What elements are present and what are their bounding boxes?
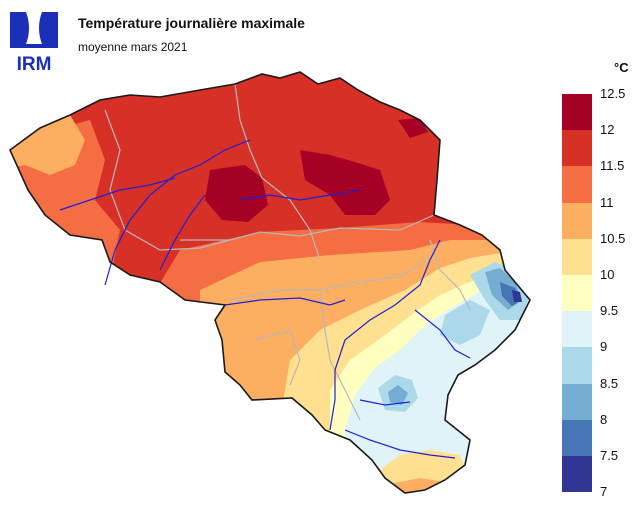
legend-swatch bbox=[562, 383, 592, 420]
temperature-field bbox=[10, 72, 530, 493]
river-meuse bbox=[329, 239, 441, 431]
legend-tick-label: 10.5 bbox=[600, 230, 626, 246]
province-line-3 bbox=[180, 214, 435, 241]
province-boundaries bbox=[104, 83, 471, 421]
zone-9-9.5-patch bbox=[440, 300, 490, 345]
legend-swatch bbox=[562, 130, 592, 167]
logo-mark bbox=[10, 12, 58, 48]
zone-7-7.5-east bbox=[512, 290, 522, 302]
province-line-2 bbox=[234, 83, 321, 261]
legend-swatch bbox=[562, 419, 592, 456]
rivers bbox=[59, 139, 471, 459]
irm-logo: IRM bbox=[10, 12, 58, 74]
zone-12-12.5-north bbox=[398, 118, 428, 138]
legend-tick-label: 11 bbox=[600, 194, 614, 210]
river-demer bbox=[239, 189, 361, 201]
legend-swatch bbox=[562, 274, 592, 312]
zone-12-12.5-brabant bbox=[205, 165, 268, 222]
legend-swatch bbox=[562, 238, 592, 275]
province-line-7 bbox=[254, 329, 301, 386]
river-sambre bbox=[224, 297, 346, 306]
zone-10.5-11-gaume bbox=[385, 478, 445, 493]
river-lesse bbox=[359, 399, 411, 406]
legend-tick-label: 8 bbox=[600, 411, 608, 427]
province-line-5 bbox=[319, 289, 361, 421]
legend-tick-label: 9.5 bbox=[600, 303, 619, 319]
legend-tick-label: 10 bbox=[600, 267, 615, 282]
legend-tick-label: 12 bbox=[600, 122, 615, 138]
legend-swatch bbox=[562, 202, 592, 239]
legend-swatch bbox=[562, 94, 592, 131]
belgium-border bbox=[9, 71, 531, 494]
legend-unit: °C bbox=[614, 60, 629, 75]
legend-tick-label: 8.5 bbox=[600, 375, 619, 391]
province-line-4 bbox=[229, 257, 431, 301]
zone-12-12.5-limburg bbox=[300, 150, 390, 215]
map-title: Température journalière maximale bbox=[78, 15, 305, 31]
legend-swatch bbox=[562, 166, 592, 203]
river-ourthe bbox=[414, 309, 471, 359]
legend-swatch bbox=[562, 455, 592, 493]
legend-tick-label: 11.5 bbox=[600, 158, 625, 174]
legend-swatch bbox=[562, 347, 592, 384]
legend-tick-label: 12.5 bbox=[600, 86, 626, 101]
zone-8-8.5-ardennes bbox=[388, 385, 408, 405]
color-legend bbox=[562, 94, 592, 493]
river-scheldt bbox=[104, 139, 251, 286]
legend-tick-label: 9 bbox=[600, 339, 608, 355]
zone-10.5-11-coast bbox=[10, 115, 85, 175]
legend-tick-label: 7 bbox=[600, 484, 608, 500]
logo-text: IRM bbox=[17, 54, 52, 74]
river-dender bbox=[159, 194, 206, 271]
legend-swatch bbox=[562, 311, 592, 348]
river-leie bbox=[59, 177, 176, 211]
river-semois bbox=[344, 429, 456, 459]
province-line-6 bbox=[429, 239, 471, 311]
logo-notch bbox=[28, 16, 40, 44]
legend-tick-label: 7.5 bbox=[600, 448, 619, 463]
map-subtitle: moyenne mars 2021 bbox=[78, 40, 188, 54]
